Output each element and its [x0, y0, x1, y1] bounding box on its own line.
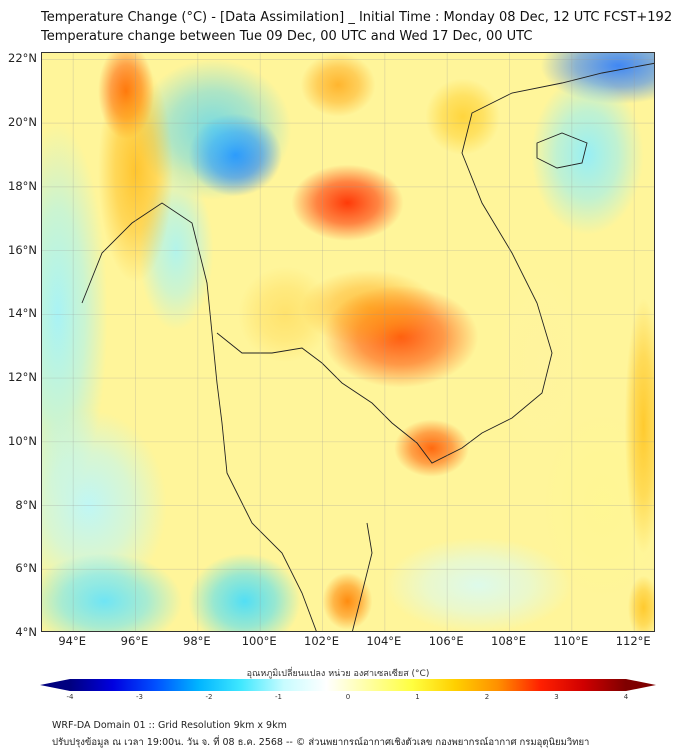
colorbar: [40, 679, 656, 691]
y-tick-label: 8°N: [15, 497, 37, 512]
colorbar-max-arrow: [626, 679, 656, 691]
temperature-change-map: [41, 52, 655, 632]
colorbar-tick-label: -4: [66, 693, 74, 701]
footer-model-info: WRF-DA Domain 01 :: Grid Resolution 9km …: [52, 720, 287, 731]
temperature-anomaly-area: [531, 75, 644, 235]
colorbar-label: อุณหภูมิเปลี่ยนแปลง หน่วย องศาเซลเซียส (…: [246, 669, 430, 679]
colorbar-tick-label: 4: [623, 693, 629, 701]
colorbar-gradient: [70, 679, 626, 691]
x-tick-label: 96°E: [120, 634, 149, 648]
colorbar-tick-label: -1: [275, 693, 282, 701]
x-tick-label: 98°E: [183, 634, 211, 648]
colorbar-tick-label: 0: [345, 693, 351, 701]
temperature-anomaly-area: [291, 164, 404, 242]
x-tick-label: 102°E: [304, 634, 339, 648]
colorbar-tick-label: 3: [554, 693, 559, 701]
temperature-anomaly-area: [624, 298, 654, 554]
y-tick-label: 22°N: [8, 51, 37, 66]
temperature-anomaly-area: [493, 266, 588, 458]
temperature-anomaly-area: [42, 409, 167, 602]
y-tick-label: 16°N: [8, 242, 37, 257]
y-tick-label: 20°N: [8, 115, 37, 130]
temperature-anomaly-area: [300, 269, 438, 347]
y-tick-label: 12°N: [8, 370, 37, 385]
x-tick-label: 112°E: [615, 634, 651, 648]
temperature-anomaly-area: [627, 575, 654, 631]
y-tick-label: 18°N: [8, 178, 37, 193]
x-tick-label: 100°E: [241, 634, 277, 648]
x-tick-label: 94°E: [58, 634, 86, 648]
map-field: [42, 53, 654, 631]
y-tick-label: 10°N: [8, 433, 37, 448]
x-tick-label: 110°E: [553, 634, 589, 648]
temperature-anomaly-area: [394, 419, 469, 477]
x-tick-label: 104°E: [366, 634, 402, 648]
figure-title: Temperature Change (°C) - [Data Assimila…: [41, 10, 673, 25]
footer-credit: ปรับปรุงข้อมูล ณ เวลา 19:00น. วัน จ. ที่…: [52, 737, 590, 748]
temperature-anomaly-area: [384, 537, 572, 631]
x-tick-label: 108°E: [491, 634, 526, 648]
colorbar-tick-label: -2: [205, 693, 213, 701]
colorbar-tick-label: -3: [136, 693, 143, 701]
temperature-anomaly-area: [98, 59, 173, 283]
colorbar-min-arrow: [40, 679, 70, 691]
temperature-anomaly-area: [135, 59, 292, 200]
temperature-anomaly-area: [42, 123, 108, 506]
colorbar-tick-label: 1: [415, 693, 420, 701]
temperature-anomaly-area: [425, 78, 501, 155]
y-tick-label: 4°N: [15, 625, 37, 639]
temperature-anomaly-area: [300, 53, 376, 117]
temperature-anomaly-area: [42, 553, 183, 631]
y-tick-label: 6°N: [15, 561, 37, 576]
temperature-anomaly-area: [322, 572, 373, 630]
temperature-anomaly-area: [188, 553, 301, 631]
colorbar-tick-label: 2: [484, 693, 490, 701]
coastline: [81, 62, 654, 631]
temperature-anomaly-area: [238, 266, 332, 363]
x-tick-label: 106°E: [428, 634, 464, 648]
figure-subtitle: Temperature change between Tue 09 Dec, 0…: [41, 29, 533, 44]
y-tick-label: 14°N: [8, 306, 37, 321]
